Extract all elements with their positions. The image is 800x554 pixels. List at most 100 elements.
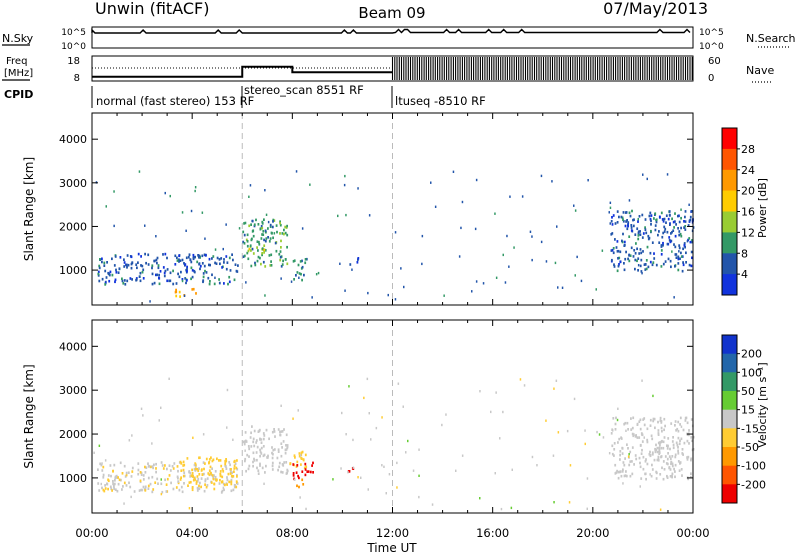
range-gate-cell <box>611 216 613 219</box>
range-gate-cell <box>626 219 628 222</box>
range-gate-cell <box>119 461 122 465</box>
range-gate-cell <box>131 466 134 470</box>
range-gate-cell <box>190 277 192 281</box>
range-gate-cell <box>368 412 370 415</box>
range-gate-cell <box>204 478 207 481</box>
colorbar-tick-label: 100 <box>741 366 762 379</box>
range-gate-cell <box>98 444 101 447</box>
range-gate-cell <box>654 426 656 430</box>
range-gate-cell <box>271 461 274 465</box>
range-gate-cell <box>213 282 216 286</box>
range-gate-cell <box>210 481 213 484</box>
range-gate-cell <box>162 467 165 470</box>
range-gate-cell <box>175 294 178 298</box>
cpid-segment-2: stereo_scan 8551 RF <box>244 83 364 97</box>
range-gate-cell <box>253 457 255 461</box>
range-gate-cell <box>252 234 255 238</box>
range-gate-cell <box>257 469 260 472</box>
range-gate-cell <box>682 261 684 264</box>
range-gate-cell <box>204 462 206 465</box>
range-gate-cell <box>677 446 679 449</box>
range-gate-cell <box>676 443 679 447</box>
range-gate-cell <box>677 268 680 272</box>
range-gate-cell <box>671 464 674 468</box>
range-gate-cell <box>151 282 154 286</box>
range-gate-cell <box>225 467 228 470</box>
range-gate-cell <box>646 462 649 466</box>
range-gate-cell <box>301 265 304 269</box>
range-gate-cell <box>147 484 150 488</box>
range-gate-cell <box>637 220 639 223</box>
range-gate-cell <box>638 252 641 255</box>
range-gate-cell <box>482 282 485 285</box>
range-gate-cell <box>226 483 228 486</box>
range-gate-cell <box>352 438 354 442</box>
range-gate-cell <box>123 258 125 261</box>
range-gate-cell <box>381 464 383 467</box>
range-gate-cell <box>144 485 147 489</box>
range-gate-cell <box>102 488 105 492</box>
range-gate-cell <box>490 410 492 414</box>
range-gate-cell <box>617 476 620 480</box>
range-gate-cell <box>614 463 617 467</box>
range-gate-cell <box>199 267 201 271</box>
range-gate-cell <box>677 436 680 440</box>
range-gate-cell <box>691 256 693 260</box>
range-gate-cell <box>622 482 624 485</box>
range-gate-cell <box>625 250 627 254</box>
range-gate-cell <box>191 486 194 489</box>
range-gate-cell <box>107 479 110 483</box>
range-gate-cell <box>616 250 619 253</box>
range-gate-cell <box>690 472 692 475</box>
range-gate-cell <box>183 471 186 475</box>
range-gate-cell <box>144 471 147 474</box>
range-gate-cell <box>292 417 294 420</box>
range-gate-cell <box>660 253 663 256</box>
range-gate-cell <box>627 455 630 458</box>
range-gate-cell <box>666 462 669 466</box>
range-gate-cell <box>311 296 313 299</box>
range-gate-cell <box>180 462 183 465</box>
range-gate-cell <box>638 215 641 218</box>
range-gate-cell <box>224 462 227 466</box>
range-gate-cell <box>672 443 675 447</box>
range-gate-cell <box>228 275 231 279</box>
range-gate-cell <box>261 253 263 257</box>
range-gate-cell <box>677 227 679 230</box>
range-gate-cell <box>158 276 160 280</box>
range-tick-label: 1000 <box>59 472 87 485</box>
range-gate-cell <box>513 246 515 249</box>
range-gate-cell <box>98 264 101 268</box>
range-gate-cell <box>279 232 281 235</box>
range-gate-cell <box>169 279 172 283</box>
date-title: 07/May/2013 <box>603 0 708 18</box>
range-gate-cell <box>455 469 457 472</box>
range-gate-cell <box>640 452 643 455</box>
range-gate-cell <box>637 237 640 241</box>
range-gate-cell <box>636 436 639 439</box>
range-gate-cell <box>445 413 447 416</box>
range-gate-cell <box>653 252 655 255</box>
range-gate-cell <box>651 241 654 244</box>
range-gate-cell <box>671 440 674 443</box>
range-gate-cell <box>627 224 629 228</box>
range-gate-cell <box>228 280 231 284</box>
range-gate-cell <box>124 475 127 478</box>
range-gate-cell <box>661 439 663 443</box>
range-gate-cell <box>678 220 681 224</box>
range-gate-cell <box>158 273 160 277</box>
range-gate-cell <box>671 455 674 458</box>
range-gate-cell <box>609 201 612 204</box>
range-gate-cell <box>219 262 221 266</box>
range-gate-cell <box>138 275 141 278</box>
range-gate-cell <box>623 474 626 478</box>
range-gate-cell <box>242 240 245 244</box>
range-gate-cell <box>394 298 397 301</box>
range-gate-cell <box>208 469 211 472</box>
range-gate-cell <box>678 214 680 218</box>
range-gate-cell <box>682 428 685 432</box>
range-gate-cell <box>259 448 261 452</box>
range-gate-cell <box>671 472 674 476</box>
range-gate-cell <box>662 446 665 450</box>
range-gate-cell <box>660 265 663 268</box>
